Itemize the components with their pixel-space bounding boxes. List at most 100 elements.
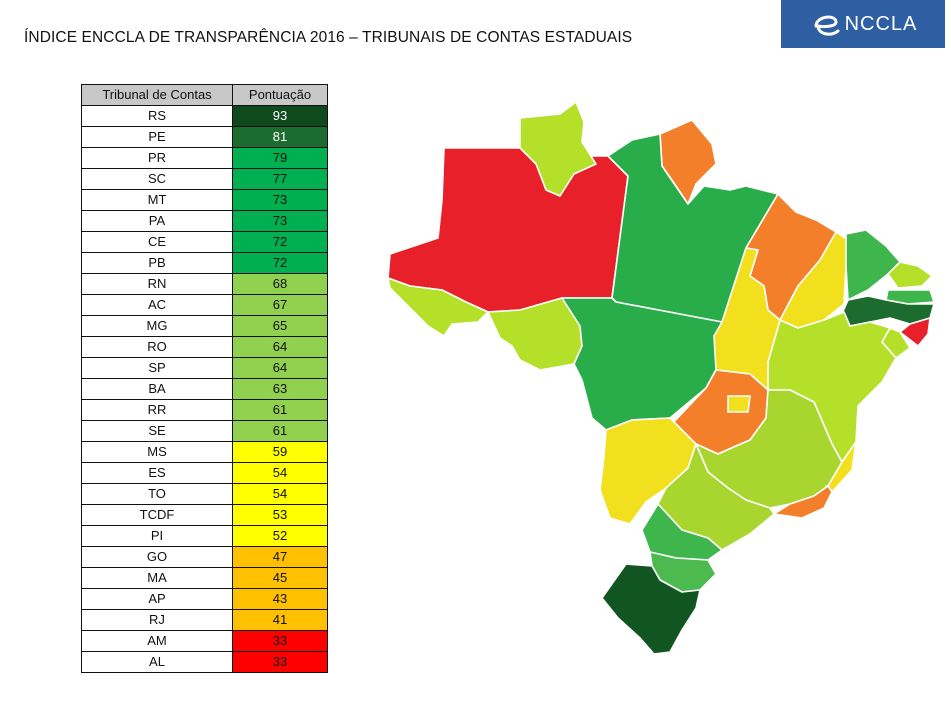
tribunal-cell: RJ [81, 609, 233, 631]
map-state-df [727, 395, 751, 413]
tribunal-cell: RO [81, 336, 233, 358]
map-state-ac [387, 277, 489, 337]
tribunal-cell: ES [81, 462, 233, 484]
table-row: GO 47 [81, 546, 328, 568]
tribunal-cell: PR [81, 147, 233, 169]
table-row: RS 93 [81, 105, 328, 127]
map-state-sp [657, 443, 775, 551]
enccla-logo: NCCLA [781, 0, 945, 48]
tribunal-cell: RN [81, 273, 233, 295]
score-cell: 68 [232, 273, 328, 295]
tribunal-cell: SP [81, 357, 233, 379]
column-header-score: Pontuação [232, 84, 328, 106]
tribunal-cell: MS [81, 441, 233, 463]
table-row: PR 79 [81, 147, 328, 169]
score-cell: 64 [232, 336, 328, 358]
score-cell: 54 [232, 462, 328, 484]
score-cell: 81 [232, 126, 328, 148]
enccla-swirl-icon [814, 15, 840, 36]
table-row: MS 59 [81, 441, 328, 463]
tribunal-cell: TCDF [81, 504, 233, 526]
table-row: RJ 41 [81, 609, 328, 631]
score-cell: 41 [232, 609, 328, 631]
table-row: AP 43 [81, 588, 328, 610]
tribunal-cell: PI [81, 525, 233, 547]
score-cell: 54 [232, 483, 328, 505]
table-row: PE 81 [81, 126, 328, 148]
table-row: CE 72 [81, 231, 328, 253]
table-row: SE 61 [81, 420, 328, 442]
score-cell: 63 [232, 378, 328, 400]
tribunal-cell: AL [81, 651, 233, 673]
table-row: ES 54 [81, 462, 328, 484]
tribunal-cell: AP [81, 588, 233, 610]
page-title: ÍNDICE ENCCLA DE TRANSPARÊNCIA 2016 – TR… [24, 29, 633, 46]
map-state-al [899, 317, 931, 347]
score-cell: 61 [232, 399, 328, 421]
score-cell: 72 [232, 231, 328, 253]
tribunal-cell: GO [81, 546, 233, 568]
tribunal-cell: CE [81, 231, 233, 253]
tribunal-cell: MT [81, 189, 233, 211]
score-table: Tribunal de Contas Pontuação RS 93 PE 81 PR 7… [81, 84, 328, 673]
score-cell: 64 [232, 357, 328, 379]
tribunal-cell: BA [81, 378, 233, 400]
table-body: RS 93 PE 81 PR 79 SC 77 MT 73 PA 73 CE 72 PB 72 RN 68 AC 67… [81, 105, 328, 673]
column-header-tribunal: Tribunal de Contas [81, 84, 233, 106]
tribunal-cell: AM [81, 630, 233, 652]
tribunal-cell: PE [81, 126, 233, 148]
table-row: AM 33 [81, 630, 328, 652]
score-cell: 43 [232, 588, 328, 610]
table-row: MT 73 [81, 189, 328, 211]
tribunal-cell: TO [81, 483, 233, 505]
score-cell: 47 [232, 546, 328, 568]
table-row: AL 33 [81, 651, 328, 673]
score-cell: 77 [232, 168, 328, 190]
table-row: PA 73 [81, 210, 328, 232]
table-header-row: Tribunal de Contas Pontuação [81, 84, 328, 106]
table-row: AC 67 [81, 294, 328, 316]
table-row: RN 68 [81, 273, 328, 295]
tribunal-cell: SE [81, 420, 233, 442]
brazil-map [370, 90, 951, 670]
tribunal-cell: RS [81, 105, 233, 127]
score-cell: 33 [232, 630, 328, 652]
tribunal-cell: MA [81, 567, 233, 589]
table-row: BA 63 [81, 378, 328, 400]
tribunal-cell: SC [81, 168, 233, 190]
tribunal-cell: AC [81, 294, 233, 316]
map-state-rn [887, 261, 933, 289]
tribunal-cell: RR [81, 399, 233, 421]
tribunal-cell: PA [81, 210, 233, 232]
table-row: SC 77 [81, 168, 328, 190]
score-cell: 65 [232, 315, 328, 337]
score-cell: 79 [232, 147, 328, 169]
table-row: MA 45 [81, 567, 328, 589]
score-cell: 72 [232, 252, 328, 274]
score-cell: 61 [232, 420, 328, 442]
map-state-ms [599, 417, 697, 525]
map-state-rj [773, 485, 833, 519]
score-cell: 73 [232, 189, 328, 211]
table-row: TO 54 [81, 483, 328, 505]
score-cell: 53 [232, 504, 328, 526]
score-cell: 73 [232, 210, 328, 232]
logo-text: NCCLA [844, 12, 918, 35]
tribunal-cell: MG [81, 315, 233, 337]
score-cell: 45 [232, 567, 328, 589]
score-cell: 33 [232, 651, 328, 673]
tribunal-cell: PB [81, 252, 233, 274]
table-row: RR 61 [81, 399, 328, 421]
score-cell: 52 [232, 525, 328, 547]
table-row: PB 72 [81, 252, 328, 274]
table-row: SP 64 [81, 357, 328, 379]
score-cell: 67 [232, 294, 328, 316]
score-cell: 59 [232, 441, 328, 463]
table-row: TCDF 53 [81, 504, 328, 526]
score-cell: 93 [232, 105, 328, 127]
table-row: MG 65 [81, 315, 328, 337]
table-row: PI 52 [81, 525, 328, 547]
map-state-rs [601, 563, 701, 655]
map-state-to [713, 247, 781, 391]
map-state-rr [519, 101, 597, 197]
